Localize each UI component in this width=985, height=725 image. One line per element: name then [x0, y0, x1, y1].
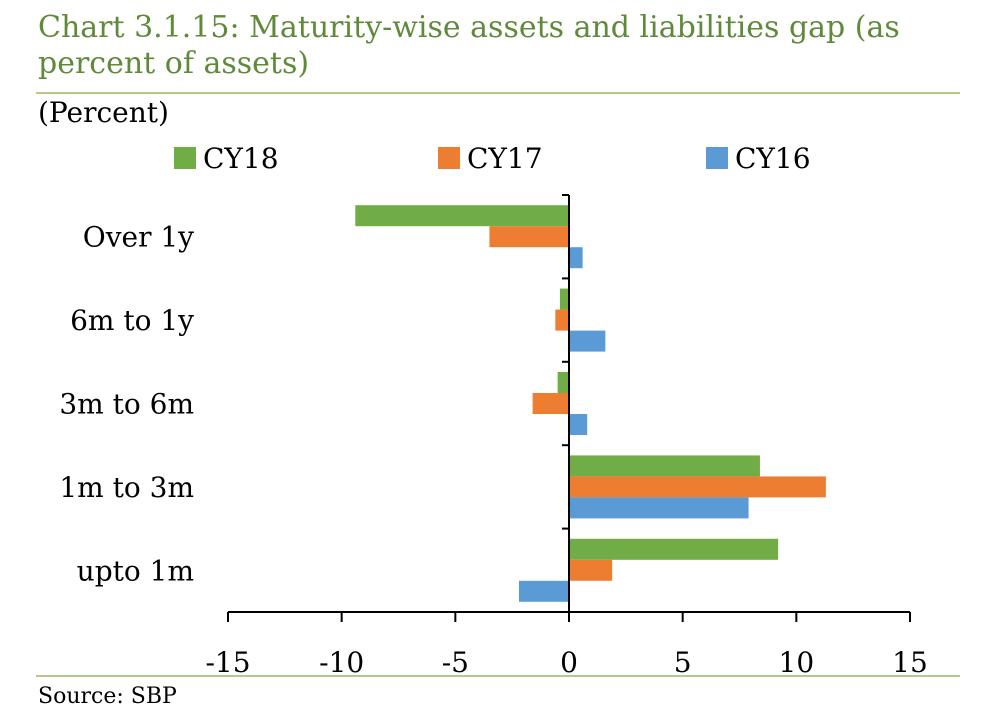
bar-cy17-6m-to-1y	[555, 309, 569, 331]
legend-label-cy18: CY18	[203, 142, 279, 175]
legend-swatch-cy17	[438, 147, 460, 169]
source-divider	[36, 675, 960, 677]
category-label: 6m to 1y	[70, 304, 194, 337]
axes: -15 -10 -5 0 5 10 15	[205, 194, 928, 679]
bar-cy18-6m-to-1y	[559, 288, 569, 310]
legend: CY18 CY17 CY16	[174, 142, 811, 175]
category-label: Over 1y	[83, 221, 194, 254]
x-tick-label: 0	[560, 646, 578, 679]
bar-cy18-3m-to-6m	[557, 372, 569, 393]
bar-cy17-3m-to-6m	[532, 393, 569, 414]
bar-cy16-upto-1m	[518, 580, 569, 602]
bar-cy18-upto-1m	[569, 538, 779, 560]
bar-cy16-over-1y	[569, 247, 583, 269]
legend-swatch-cy16	[706, 147, 728, 169]
title-divider	[36, 92, 960, 94]
chart-title: Chart 3.1.15: Maturity-wise assets and l…	[38, 10, 900, 81]
x-tick-label: -5	[442, 646, 469, 679]
x-tick-label: 15	[892, 646, 928, 679]
bar-cy18-1m-to-3m	[569, 455, 760, 477]
legend-label-cy17: CY17	[467, 142, 543, 175]
category-labels: Over 1y 6m to 1y 3m to 6m 1m to 3m upto 1m	[59, 221, 194, 588]
bars	[355, 205, 826, 602]
x-tick-label: -10	[319, 646, 364, 679]
category-label: 1m to 3m	[59, 471, 194, 504]
bar-cy18-over-1y	[355, 205, 569, 227]
bar-cy17-upto-1m	[569, 559, 613, 581]
source-note: Source: SBP	[38, 684, 177, 709]
bar-cy16-3m-to-6m	[569, 414, 588, 435]
legend-label-cy16: CY16	[735, 142, 811, 175]
x-tick-label: 5	[674, 646, 692, 679]
category-label: 3m to 6m	[59, 388, 194, 421]
legend-swatch-cy18	[174, 147, 196, 169]
category-label: upto 1m	[77, 554, 194, 587]
bar-cy16-6m-to-1y	[569, 330, 606, 352]
unit-label: (Percent)	[38, 96, 169, 129]
bar-cy17-1m-to-3m	[569, 476, 826, 498]
bar-cy16-1m-to-3m	[569, 497, 749, 519]
bar-cy17-over-1y	[489, 226, 569, 248]
x-tick-label: 10	[779, 646, 815, 679]
x-tick-label: -15	[205, 646, 250, 679]
